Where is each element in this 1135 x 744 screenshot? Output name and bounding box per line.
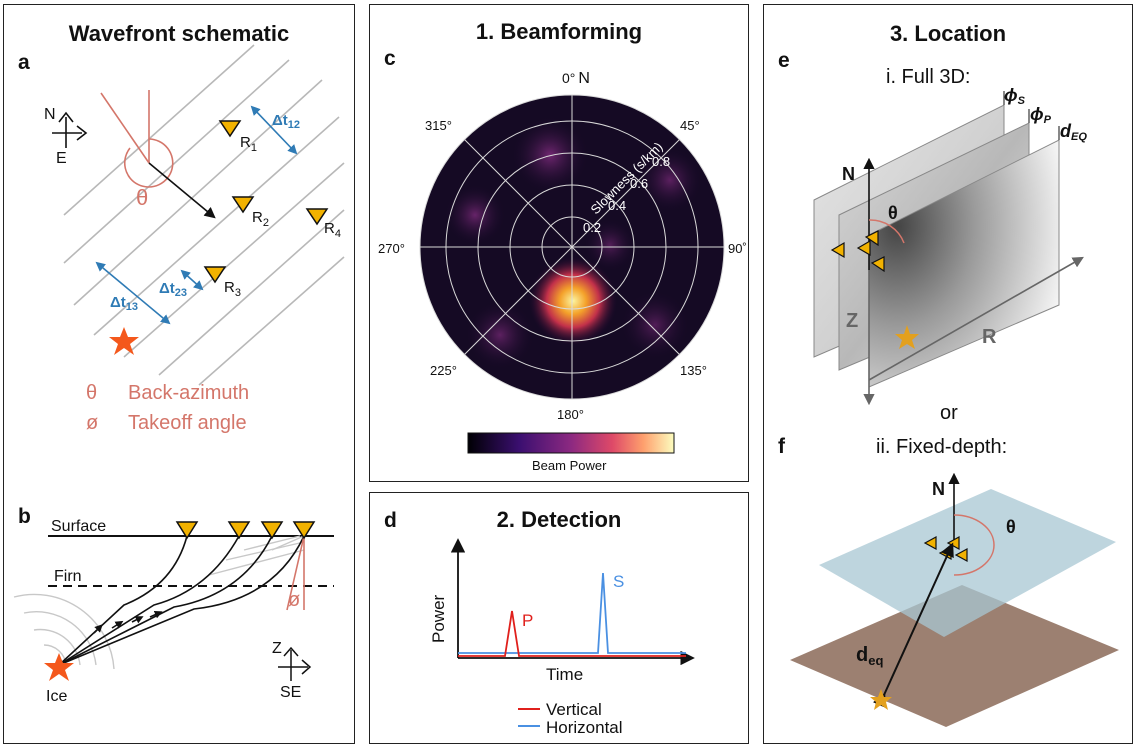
detection-title: 2. Detection bbox=[496, 507, 622, 532]
wavefront-title: Wavefront schematic bbox=[68, 21, 290, 46]
az-270-label: 270° bbox=[378, 241, 405, 256]
theta-arc-lower bbox=[953, 514, 995, 576]
back-azimuth-marker bbox=[100, 90, 216, 219]
r-axis-label: R bbox=[982, 326, 997, 348]
phi-s-label: ϕS bbox=[1004, 85, 1026, 107]
panel-label-d: d bbox=[384, 509, 397, 532]
compass-se-label: SE bbox=[280, 684, 301, 701]
or-label: or bbox=[940, 402, 958, 424]
colorbar bbox=[467, 432, 675, 454]
compass-zse bbox=[278, 646, 312, 681]
n-axis-lower-label: N bbox=[932, 479, 945, 499]
compass-e-label: E bbox=[56, 150, 67, 167]
receiver-r1-label: R1 bbox=[240, 134, 257, 154]
p-phase-label: P bbox=[522, 611, 533, 630]
theta-arc-upper bbox=[868, 219, 905, 244]
slowness-tick-0.6: 0.6 bbox=[630, 176, 648, 191]
detection-ylabel: Power bbox=[429, 594, 448, 643]
surface-receivers bbox=[175, 521, 316, 540]
panel-label-b: b bbox=[18, 505, 31, 528]
wavefront-diagram: N E θ R1 R2 R4 R3 Δt12 Δt13 Δt23 bbox=[13, 44, 345, 705]
d-eq-upper-label: dEQ bbox=[1060, 121, 1087, 143]
s-phase-label: S bbox=[613, 572, 624, 591]
panel-label-f: f bbox=[778, 435, 785, 458]
receiver-markers bbox=[203, 120, 329, 284]
theta-upper-label: θ bbox=[888, 203, 898, 223]
az-90-label: 90˚ bbox=[728, 241, 747, 256]
legend-phi-symbol: ø bbox=[86, 412, 98, 434]
fixed-depth-label: ii. Fixed-depth: bbox=[876, 436, 1007, 458]
upper-source-star bbox=[895, 325, 919, 349]
panel-label-e: e bbox=[778, 49, 790, 72]
panel-label-c: c bbox=[384, 47, 396, 70]
r-axis bbox=[868, 256, 1084, 381]
detection-plot: Power Time P S Vertical Horizontal bbox=[429, 538, 695, 737]
beamforming-plot: 0° N 45° 90˚ 135° 180° 225° 270° 315° Slo… bbox=[378, 70, 747, 473]
z-axis-label: Z bbox=[846, 310, 858, 332]
firn-label: Firn bbox=[54, 568, 82, 585]
dt23-label: Δt23 bbox=[159, 280, 187, 299]
compass-n-label: N bbox=[44, 106, 56, 123]
az-180-label: 180° bbox=[557, 407, 584, 422]
takeoff-angle-marker bbox=[286, 535, 305, 611]
receiver-r4-label: R4 bbox=[324, 220, 341, 240]
upper-receivers bbox=[830, 230, 885, 273]
phi-symbol: ø bbox=[288, 589, 300, 611]
dt12-label: Δt12 bbox=[272, 112, 300, 131]
surface-plane bbox=[819, 489, 1116, 637]
az-225-label: 225° bbox=[430, 363, 457, 378]
surface-label: Surface bbox=[51, 518, 106, 535]
compass-z-label: Z bbox=[272, 640, 282, 657]
d-eq-vector bbox=[873, 542, 954, 709]
wavefront-lines bbox=[63, 44, 345, 386]
detection-panel: 2. Detection d Power Time P S Vertical H… bbox=[369, 492, 749, 744]
beamforming-title: 1. Beamforming bbox=[475, 19, 643, 44]
legend-horizontal-label: Horizontal bbox=[546, 718, 623, 737]
az-45-label: 45° bbox=[680, 118, 700, 133]
polar-grid bbox=[419, 94, 725, 400]
wavefront-panel: Wavefront schematic a b bbox=[3, 4, 355, 744]
slowness-tick-0.4: 0.4 bbox=[608, 198, 626, 213]
receiver-r2-label: R2 bbox=[252, 209, 269, 229]
theta-lower-label: θ bbox=[1006, 517, 1016, 537]
legend-phi-label: Takeoff angle bbox=[128, 412, 247, 434]
full-3d-label: i. Full 3D: bbox=[886, 66, 970, 88]
legend-vertical-label: Vertical bbox=[546, 700, 602, 719]
lower-source-star bbox=[870, 689, 892, 710]
slowness-tick-0.8: 0.8 bbox=[652, 154, 670, 169]
receiver-r3-label: R3 bbox=[224, 279, 241, 299]
source-star bbox=[109, 327, 139, 355]
colorbar-label: Beam Power bbox=[532, 458, 607, 473]
delay-arrows bbox=[95, 105, 298, 325]
detection-xlabel: Time bbox=[546, 665, 583, 684]
ice-label: Ice bbox=[46, 688, 67, 705]
ice-source-star bbox=[44, 653, 74, 681]
legend-theta-label: Back-azimuth bbox=[128, 382, 249, 404]
n-axis-label: N bbox=[842, 164, 855, 184]
depth-plane bbox=[790, 585, 1119, 727]
az-0-label: 0° N bbox=[562, 70, 590, 87]
location-panel: 3. Location e f i bbox=[763, 4, 1133, 744]
vertical-trace bbox=[458, 610, 686, 657]
location-title: 3. Location bbox=[889, 21, 1007, 46]
az-315-label: 315° bbox=[425, 118, 452, 133]
beamforming-panel: 1. Beamforming c bbox=[369, 4, 749, 482]
slowness-tick-0.2: 0.2 bbox=[583, 220, 601, 235]
theta-symbol: θ bbox=[136, 185, 148, 210]
d-eq-lower-label: deq bbox=[856, 644, 883, 668]
phi-p-label: ϕP bbox=[1030, 104, 1052, 126]
ray-paths bbox=[58, 535, 305, 666]
panel-label-a: a bbox=[18, 51, 30, 74]
az-135-label: 135° bbox=[680, 363, 707, 378]
location-diagram: i. Full 3D: ϕS ϕP dEQ N Z R θ bbox=[790, 66, 1119, 727]
dt13-label: Δt13 bbox=[110, 294, 138, 313]
horizontal-trace bbox=[458, 572, 686, 654]
legend-theta-symbol: θ bbox=[86, 382, 97, 404]
compass-ne bbox=[52, 111, 88, 148]
